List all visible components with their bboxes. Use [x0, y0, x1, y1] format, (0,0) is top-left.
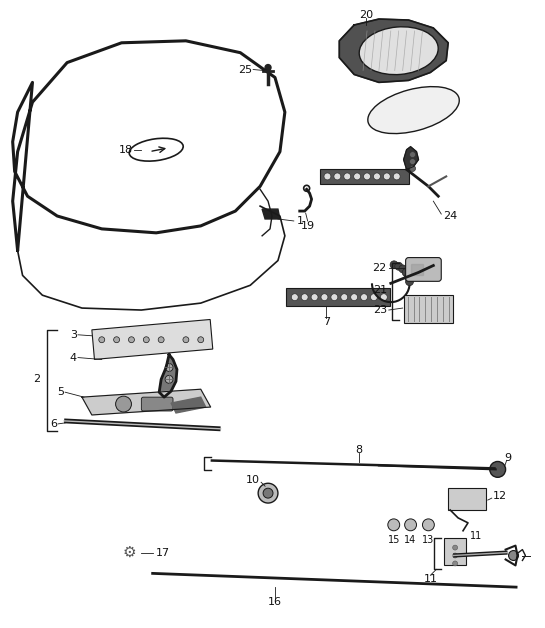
- Text: 18: 18: [119, 144, 134, 154]
- Circle shape: [405, 278, 414, 286]
- Circle shape: [373, 173, 380, 180]
- Circle shape: [258, 484, 278, 503]
- Circle shape: [263, 488, 273, 498]
- Circle shape: [143, 337, 149, 343]
- Circle shape: [422, 519, 434, 531]
- Text: 25: 25: [238, 65, 252, 75]
- Text: 20: 20: [359, 10, 373, 20]
- Circle shape: [395, 263, 403, 270]
- Circle shape: [311, 294, 318, 301]
- Circle shape: [490, 462, 506, 477]
- Bar: [448, 488, 486, 510]
- Text: 16: 16: [268, 597, 282, 607]
- Bar: [92, 320, 213, 359]
- Text: 8: 8: [355, 445, 362, 455]
- Text: ⚙: ⚙: [123, 545, 136, 560]
- Circle shape: [453, 553, 458, 558]
- Text: 9: 9: [504, 453, 511, 462]
- Circle shape: [399, 265, 407, 273]
- Circle shape: [198, 337, 204, 343]
- Circle shape: [402, 269, 410, 276]
- Ellipse shape: [368, 87, 459, 134]
- Circle shape: [453, 561, 458, 566]
- Circle shape: [361, 294, 367, 301]
- Text: 4: 4: [70, 352, 77, 362]
- Text: 7: 7: [323, 317, 330, 327]
- Bar: [444, 538, 466, 565]
- Circle shape: [380, 294, 387, 301]
- Circle shape: [390, 261, 398, 269]
- Circle shape: [331, 294, 338, 301]
- Circle shape: [350, 294, 358, 301]
- Polygon shape: [404, 147, 419, 170]
- Circle shape: [321, 294, 328, 301]
- FancyBboxPatch shape: [141, 397, 173, 411]
- Text: 19: 19: [301, 221, 314, 231]
- Polygon shape: [82, 389, 210, 415]
- Circle shape: [453, 545, 458, 550]
- Text: 14: 14: [404, 534, 417, 544]
- Circle shape: [324, 173, 331, 180]
- Text: 5: 5: [57, 387, 64, 397]
- Text: 3: 3: [70, 330, 77, 340]
- Circle shape: [364, 173, 371, 180]
- Text: 10: 10: [246, 475, 260, 485]
- Circle shape: [410, 152, 415, 158]
- Circle shape: [265, 65, 271, 70]
- Text: 22: 22: [373, 264, 387, 273]
- Polygon shape: [410, 264, 423, 276]
- Circle shape: [393, 173, 400, 180]
- Circle shape: [341, 294, 348, 301]
- Polygon shape: [262, 209, 280, 219]
- Circle shape: [165, 364, 173, 371]
- Bar: [286, 288, 390, 306]
- Text: 1: 1: [296, 216, 304, 226]
- Circle shape: [114, 337, 119, 343]
- Circle shape: [334, 173, 341, 180]
- Circle shape: [354, 173, 361, 180]
- Circle shape: [383, 173, 390, 180]
- Text: 17: 17: [156, 548, 171, 558]
- Bar: [319, 170, 409, 185]
- Polygon shape: [159, 355, 177, 397]
- Text: 12: 12: [493, 491, 507, 501]
- Circle shape: [404, 273, 413, 281]
- Text: 11: 11: [423, 574, 438, 584]
- Circle shape: [344, 173, 350, 180]
- Ellipse shape: [359, 27, 438, 75]
- Text: 15: 15: [387, 534, 400, 544]
- Circle shape: [410, 159, 415, 165]
- Circle shape: [508, 551, 518, 560]
- Polygon shape: [340, 19, 448, 82]
- Polygon shape: [171, 397, 205, 413]
- Text: 6: 6: [50, 419, 57, 429]
- Bar: [404, 295, 453, 323]
- Text: 23: 23: [373, 305, 387, 315]
- Text: 13: 13: [422, 534, 434, 544]
- Circle shape: [165, 376, 173, 383]
- Circle shape: [183, 337, 189, 343]
- Circle shape: [158, 337, 164, 343]
- Circle shape: [404, 519, 416, 531]
- Circle shape: [301, 294, 308, 301]
- Circle shape: [388, 519, 399, 531]
- Circle shape: [116, 396, 131, 412]
- Circle shape: [410, 166, 415, 171]
- Circle shape: [371, 294, 378, 301]
- Text: 21: 21: [373, 285, 387, 295]
- Text: 24: 24: [443, 211, 457, 221]
- Circle shape: [292, 294, 298, 301]
- FancyBboxPatch shape: [405, 257, 441, 281]
- Text: 11: 11: [470, 531, 482, 541]
- Circle shape: [129, 337, 135, 343]
- Circle shape: [99, 337, 105, 343]
- Text: 2: 2: [33, 374, 40, 384]
